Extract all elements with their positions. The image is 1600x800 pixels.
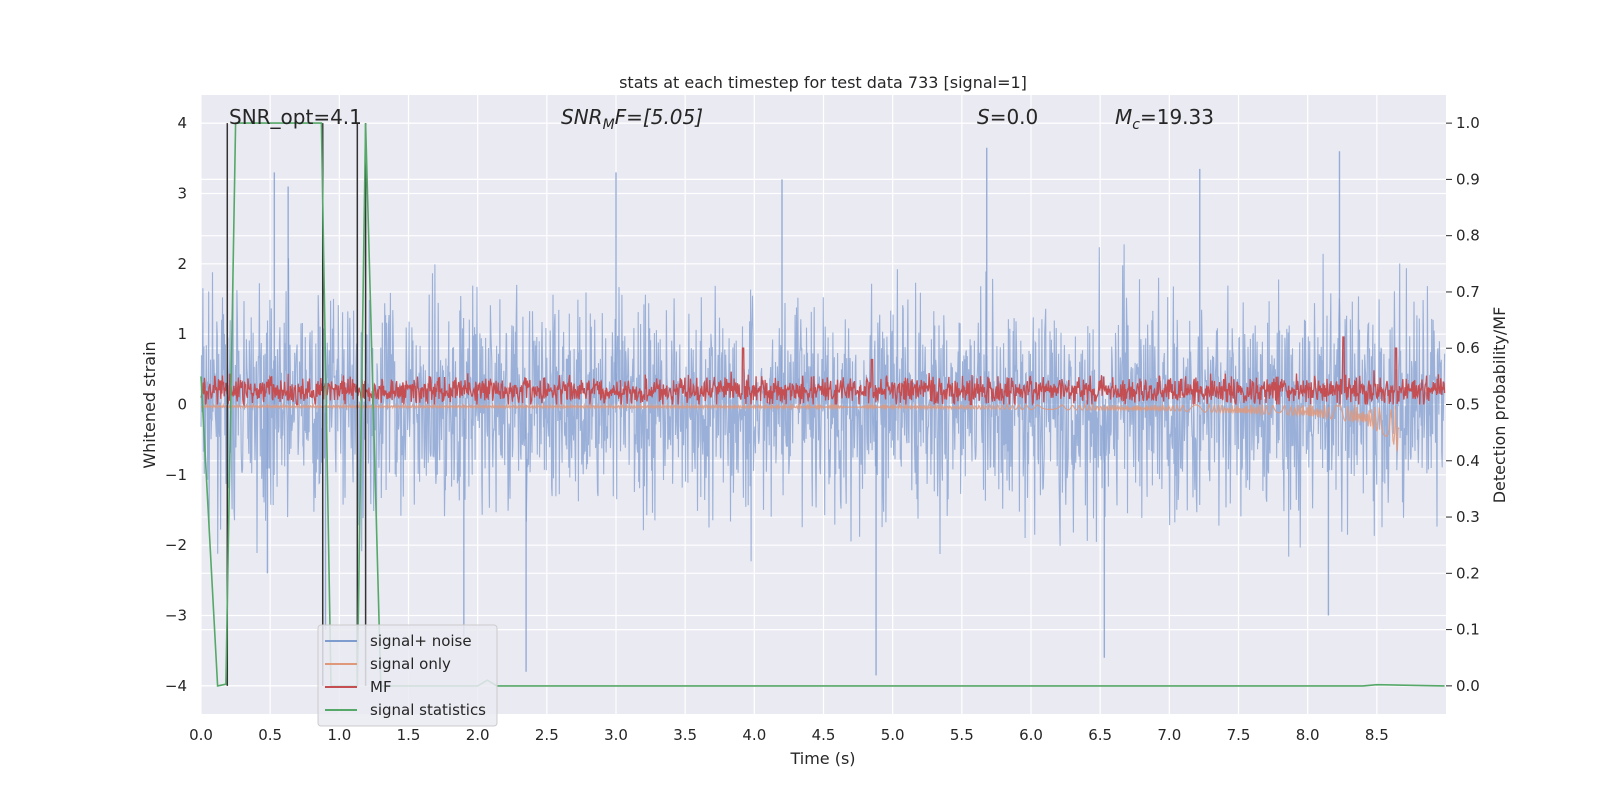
x-axis-label: Time (s)	[789, 749, 855, 768]
y-axis-right-label: Detection probability/MF	[1490, 307, 1509, 504]
y-right-tick-label: 0.2	[1456, 564, 1480, 582]
y-left-tick-label: −3	[165, 607, 187, 625]
x-tick-label: 7.5	[1227, 726, 1251, 744]
y-right-tick-label: 0.6	[1456, 339, 1480, 357]
y-axis-left-label: Whitened strain	[140, 341, 159, 468]
y-right-tick-label: 1.0	[1456, 114, 1480, 132]
legend-label: signal only	[370, 655, 451, 673]
legend-label: signal statistics	[370, 701, 486, 719]
series-signal-only	[200, 402, 1400, 452]
y-left-tick-label: 2	[177, 255, 187, 273]
chart-title: stats at each timestep for test data 733…	[619, 73, 1027, 92]
y-right-tick-label: 0.3	[1456, 508, 1480, 526]
y-right-tick-label: 0.1	[1456, 621, 1480, 639]
x-tick-label: 7.0	[1157, 726, 1181, 744]
x-tick-label: 6.0	[1019, 726, 1043, 744]
annotation-s: S=0.0	[977, 105, 1038, 129]
x-tick-label: 3.0	[604, 726, 628, 744]
x-tick-label: 2.0	[466, 726, 490, 744]
y-left-tick-labels: −4 −3 −2 −1 0 1 2 3 4	[165, 114, 187, 695]
y-left-tick-label: 4	[177, 114, 187, 132]
annotation-snr-mf: SNRMF=[5.05]	[561, 105, 703, 133]
legend-label: signal+ noise	[370, 632, 472, 650]
x-tick-label: 4.0	[742, 726, 766, 744]
x-tick-label: 8.5	[1365, 726, 1389, 744]
series-signal-statistics	[200, 122, 1445, 687]
y-left-tick-label: −1	[165, 466, 187, 484]
x-tick-label: 6.5	[1088, 726, 1112, 744]
x-tick-label: 1.5	[397, 726, 421, 744]
y-right-tick-label: 0.4	[1456, 452, 1480, 470]
y-right-tick-label: 0.9	[1456, 170, 1480, 188]
x-tick-label: 5.5	[950, 726, 974, 744]
y-right-tick-label: 0.8	[1456, 227, 1480, 245]
x-tick-label: 2.5	[535, 726, 559, 744]
x-tick-label: 5.0	[881, 726, 905, 744]
annotation-mc: Mc=19.33	[1115, 105, 1214, 133]
x-tick-labels: 0.0 0.5 1.0 1.5 2.0 2.5 3.0 3.5 4.0 4.5 5.0 5.5 6.0 6…	[189, 726, 1389, 744]
y-right-tick-labels: 0.0 0.1 0.2 0.3 0.4 0.5 0.6 0.7 0.8 0.9 1.0	[1446, 114, 1480, 695]
y-left-tick-label: 3	[177, 184, 187, 202]
legend-label: MF	[370, 678, 392, 696]
series-signal-noise-spikes	[266, 147, 1341, 676]
legend-items: signal+ noise signal only MF signal statist…	[325, 632, 486, 719]
x-tick-label: 4.5	[812, 726, 836, 744]
y-left-tick-label: 0	[177, 396, 187, 414]
x-tick-label: 0.0	[189, 726, 213, 744]
series-layer	[200, 122, 1446, 687]
x-tick-label: 3.5	[673, 726, 697, 744]
y-left-tick-label: −4	[165, 677, 187, 695]
x-tick-label: 1.0	[327, 726, 351, 744]
y-right-tick-label: 0.5	[1456, 396, 1480, 414]
series-mf	[200, 336, 1446, 407]
x-tick-label: 8.0	[1296, 726, 1320, 744]
y-right-tick-label: 0.0	[1456, 677, 1480, 695]
annotation-snr-opt: SNR_opt=4.1	[229, 105, 362, 129]
y-right-tick-label: 0.7	[1456, 283, 1480, 301]
x-tick-label: 0.5	[258, 726, 282, 744]
legend: signal+ noise signal only MF signal statist…	[317, 624, 498, 727]
legend-box	[317, 624, 498, 727]
y-left-tick-label: −2	[165, 536, 187, 554]
y-left-tick-label: 1	[177, 325, 187, 343]
